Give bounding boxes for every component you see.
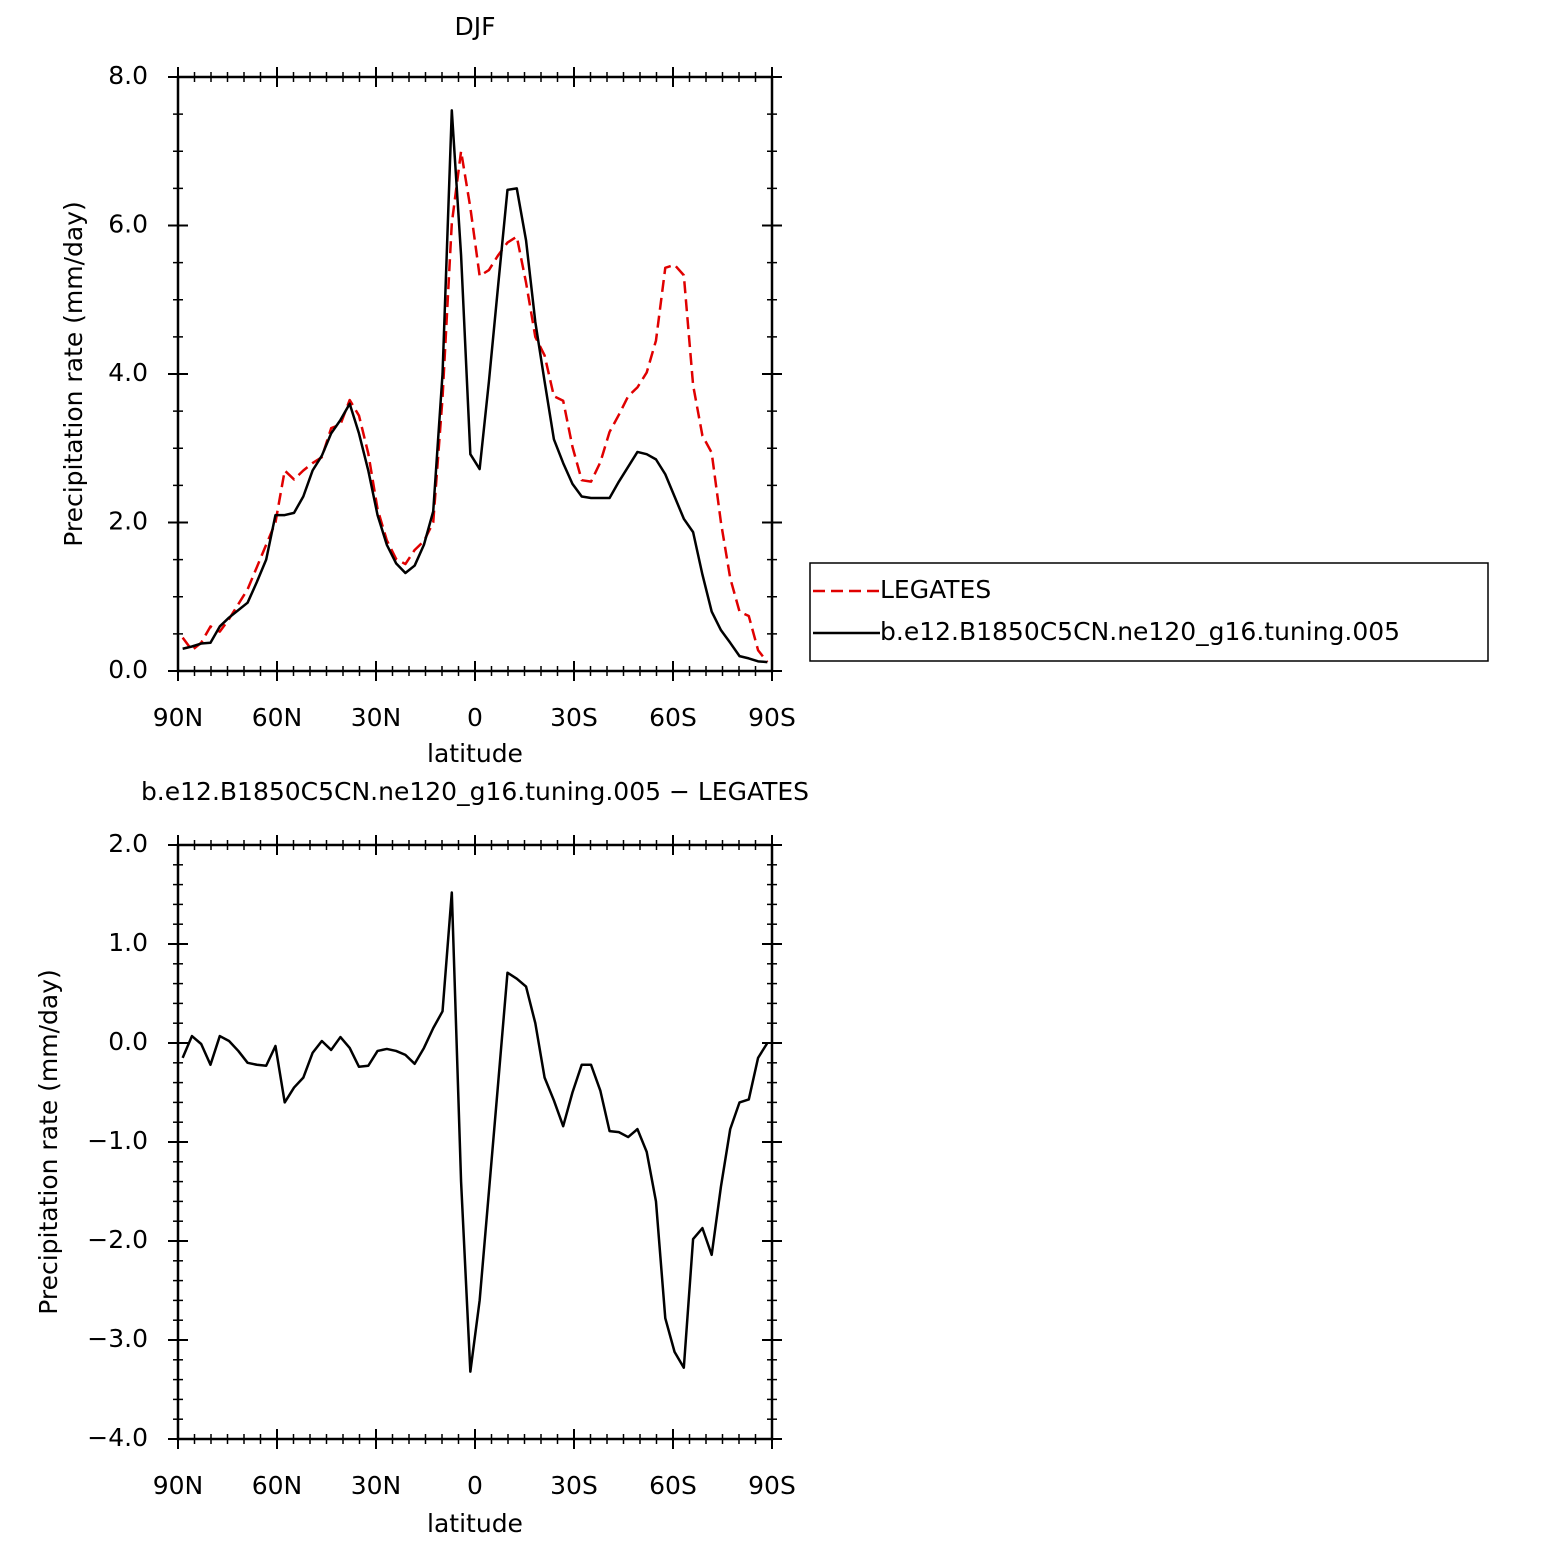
x-tick-label: 90N [153,1471,204,1500]
chart-title: DJF [454,12,495,41]
y-tick-label: 0.0 [108,1027,148,1056]
x-tick-label: 0 [467,1471,483,1500]
y-axis-label: Precipitation rate (mm/day) [59,201,88,547]
y-tick-label: −2.0 [87,1225,148,1254]
y-tick-label: 2.0 [108,507,148,536]
chart-title: b.e12.B1850C5CN.ne120_g16.tuning.005 − L… [141,777,809,806]
x-tick-label: 0 [467,703,483,732]
plot-frame [176,843,774,1441]
y-tick-label: −4.0 [87,1423,148,1452]
plot-frame [176,75,774,673]
x-tick-label: 60S [649,703,697,732]
legend-box [809,562,1489,662]
x-tick-label: 90S [748,703,796,732]
x-tick-label: 30N [351,703,402,732]
x-tick-label: 60N [252,703,303,732]
y-tick-label: −3.0 [87,1324,148,1353]
y-tick-label: 4.0 [108,358,148,387]
series-line [181,150,769,663]
x-tick-label: 90S [748,1471,796,1500]
legend-label: b.e12.B1850C5CN.ne120_g16.tuning.005 [880,617,1400,646]
x-tick-label: 30N [351,1471,402,1500]
y-tick-label: 2.0 [108,829,148,858]
x-tick-label: 60S [649,1471,697,1500]
y-tick-label: −1.0 [87,1126,148,1155]
y-tick-label: 1.0 [108,928,148,957]
y-tick-label: 8.0 [108,61,148,90]
series-line [182,109,768,664]
legend-label: LEGATES [880,575,991,604]
x-tick-label: 30S [550,703,598,732]
y-axis-label: Precipitation rate (mm/day) [34,969,63,1315]
x-axis-label: latitude [427,1509,523,1538]
y-tick-label: 6.0 [108,210,148,239]
x-tick-label: 30S [550,1471,598,1500]
x-tick-label: 60N [252,1471,303,1500]
y-tick-label: 0.0 [108,655,148,684]
x-axis-label: latitude [427,739,523,768]
series-line [181,891,769,1373]
x-tick-label: 90N [153,703,204,732]
